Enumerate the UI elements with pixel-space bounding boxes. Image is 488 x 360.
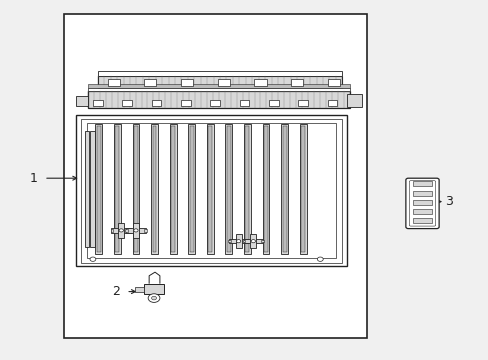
Bar [225,124,232,254]
Bar [243,239,263,243]
Bar [133,223,139,238]
Bar [210,100,220,106]
Bar [327,100,337,106]
Bar [111,228,131,233]
Bar [188,124,195,254]
Bar [242,240,245,243]
Circle shape [90,257,96,261]
Polygon shape [88,91,349,108]
Bar [95,124,102,254]
Bar [63,14,366,338]
Bar [298,100,307,106]
Bar [254,79,266,86]
Bar [93,100,102,106]
Bar [129,229,132,232]
Bar [268,100,278,106]
Text: 1: 1 [29,172,37,185]
Bar [189,126,193,252]
Bar [88,84,349,88]
Bar [282,126,286,252]
Circle shape [151,296,156,300]
Bar [206,124,213,254]
Bar [152,126,156,252]
Circle shape [236,240,240,243]
Bar [235,234,241,248]
Bar [171,126,175,252]
Bar [97,126,101,252]
Bar [226,126,230,252]
Bar [250,234,256,248]
Bar [126,228,145,233]
Bar [281,124,287,254]
Bar [90,131,95,247]
Circle shape [317,257,323,261]
Bar [262,124,269,254]
Bar [118,223,124,238]
Bar [151,124,158,254]
Bar [144,284,163,294]
Bar [208,126,212,252]
Circle shape [119,229,123,232]
FancyBboxPatch shape [405,178,438,229]
Bar [412,181,431,186]
Bar [81,119,342,263]
Bar [244,124,250,254]
Bar [135,287,144,292]
Bar [327,79,339,86]
Bar [412,218,431,223]
Bar [115,126,119,252]
Bar [290,79,303,86]
Bar [239,100,249,106]
Bar [76,96,88,106]
Bar [412,209,431,214]
Text: 2: 2 [112,285,120,298]
Bar [246,240,249,243]
Bar [245,126,249,252]
Circle shape [134,229,138,232]
Bar [110,229,113,232]
Text: 3: 3 [444,195,452,208]
Bar [412,200,431,205]
Circle shape [251,240,255,243]
Bar [264,126,267,252]
Bar [143,229,146,232]
Bar [227,240,230,243]
Circle shape [148,294,160,302]
Bar [86,123,336,258]
Bar [151,100,161,106]
Bar [217,79,229,86]
Bar [412,191,431,196]
Bar [181,79,193,86]
Bar [114,124,121,254]
Bar [125,229,128,232]
Bar [134,126,138,252]
Bar [181,100,190,106]
Bar [261,240,264,243]
Bar [301,126,305,252]
Bar [144,79,156,86]
Polygon shape [98,76,342,88]
Bar [107,79,120,86]
Bar [346,94,361,107]
Bar [169,124,176,254]
Bar [122,100,132,106]
Bar [84,131,89,247]
Bar [76,115,346,266]
Polygon shape [98,71,342,76]
Bar [228,239,248,243]
Bar [132,124,139,254]
Polygon shape [88,88,349,91]
Bar [299,124,306,254]
